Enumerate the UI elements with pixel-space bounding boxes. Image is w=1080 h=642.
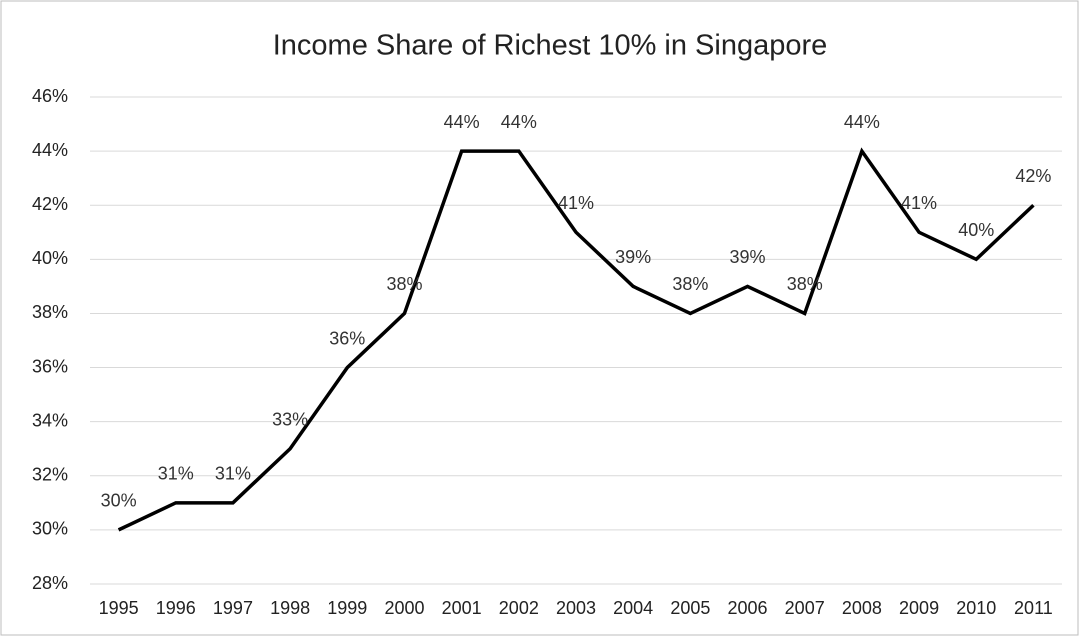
y-tick-label: 38% xyxy=(32,302,68,322)
x-tick-label: 2003 xyxy=(556,598,596,618)
y-tick-label: 46% xyxy=(32,86,68,106)
data-label: 44% xyxy=(844,112,880,132)
data-label: 44% xyxy=(501,112,537,132)
data-label: 33% xyxy=(272,409,308,429)
y-tick-label: 30% xyxy=(32,519,68,539)
data-label: 30% xyxy=(101,491,137,511)
x-tick-label: 2005 xyxy=(670,598,710,618)
x-tick-label: 1995 xyxy=(99,598,139,618)
data-label: 38% xyxy=(386,274,422,294)
x-tick-label: 2008 xyxy=(842,598,882,618)
x-tick-label: 1996 xyxy=(156,598,196,618)
chart-title: Income Share of Richest 10% in Singapore xyxy=(273,30,828,62)
data-label: 41% xyxy=(558,193,594,213)
y-tick-label: 36% xyxy=(32,356,68,376)
data-label: 38% xyxy=(787,274,823,294)
y-tick-label: 40% xyxy=(32,248,68,268)
x-tick-label: 2007 xyxy=(785,598,825,618)
y-tick-label: 32% xyxy=(32,465,68,485)
y-tick-label: 42% xyxy=(32,194,68,214)
x-tick-label: 2011 xyxy=(1014,598,1053,618)
x-tick-label: 2004 xyxy=(613,598,653,618)
x-tick-label: 2009 xyxy=(899,598,939,618)
x-tick-label: 2002 xyxy=(499,598,539,618)
x-tick-label: 1999 xyxy=(327,598,367,618)
data-label: 41% xyxy=(901,193,937,213)
x-tick-label: 1998 xyxy=(270,598,310,618)
x-tick-label: 2000 xyxy=(384,598,424,618)
data-label: 39% xyxy=(730,247,766,267)
x-tick-label: 2001 xyxy=(442,598,482,618)
x-tick-label: 2006 xyxy=(728,598,768,618)
data-label: 36% xyxy=(329,328,365,348)
y-tick-label: 44% xyxy=(32,140,68,160)
data-label: 40% xyxy=(958,220,994,240)
data-label: 31% xyxy=(215,464,251,484)
data-label: 42% xyxy=(1015,166,1051,186)
data-line xyxy=(117,147,1035,532)
data-label: 31% xyxy=(158,464,194,484)
y-tick-label: 28% xyxy=(32,573,68,593)
x-tick-label: 2010 xyxy=(956,598,996,618)
data-label: 38% xyxy=(672,274,708,294)
data-label: 39% xyxy=(615,247,651,267)
x-tick-label: 1997 xyxy=(213,598,253,618)
y-tick-label: 34% xyxy=(32,410,68,430)
data-label: 44% xyxy=(444,112,480,132)
